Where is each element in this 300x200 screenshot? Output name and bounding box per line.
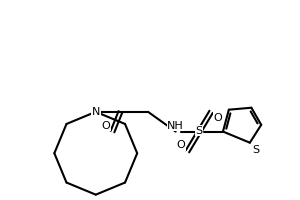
Text: NH: NH <box>167 121 184 131</box>
Text: O: O <box>102 121 111 131</box>
Text: O: O <box>177 140 185 150</box>
Text: S: S <box>196 126 203 136</box>
Text: S: S <box>252 145 259 155</box>
Text: O: O <box>213 113 222 123</box>
Text: N: N <box>92 107 100 117</box>
